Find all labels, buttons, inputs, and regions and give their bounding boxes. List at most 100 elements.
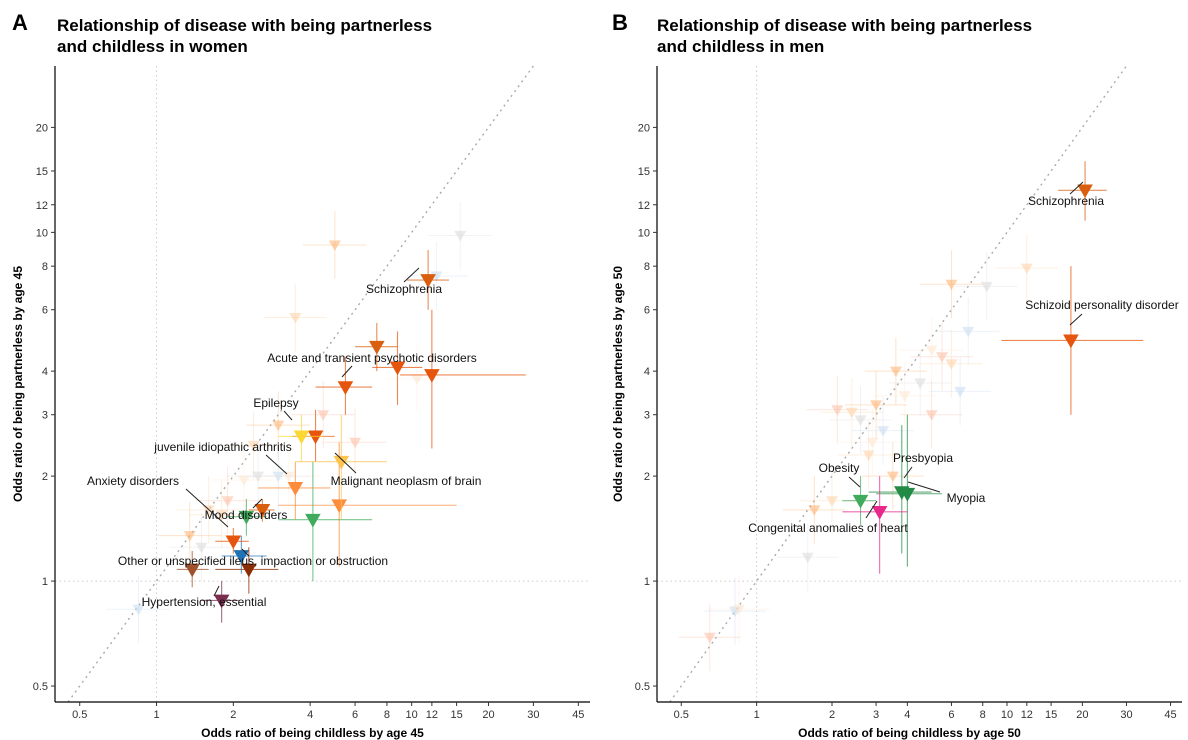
highlight-point	[368, 340, 385, 355]
background-point	[935, 352, 948, 363]
background-point	[272, 471, 285, 483]
x-tick-label: 0.5	[72, 709, 87, 721]
highlight-point	[305, 513, 321, 528]
y-tick-label: 4	[644, 366, 650, 378]
x-tick-label: 12	[1021, 709, 1033, 721]
annotation-label: Hypertension, essential	[142, 595, 267, 609]
annotation-label: Presbyopia	[893, 451, 953, 465]
highlight-point	[424, 369, 440, 383]
background-point	[289, 312, 302, 324]
annotation-label: Schizophrenia	[366, 282, 442, 296]
annotation-label: Acute and transient psychotic disorders	[267, 351, 476, 365]
annotation-label: Myopia	[947, 491, 986, 505]
y-tick-label: 15	[36, 166, 48, 178]
annotation-label: Epilepsy	[253, 396, 298, 410]
annotation-leader-line	[903, 466, 913, 479]
x-tick-label: 30	[527, 709, 539, 721]
panel-letter: A	[12, 10, 28, 35]
x-axis-label: Odds ratio of being childless by age 45	[201, 726, 424, 740]
background-point	[202, 505, 215, 516]
chart-title-line-2: and childless in men	[657, 37, 824, 56]
x-tick-label: 1	[754, 709, 760, 721]
labeled-point	[254, 504, 271, 518]
background-point	[980, 281, 993, 293]
y-axis-label: Odds ratio of being partnerless by age 4…	[11, 266, 25, 502]
annotation-leader-line	[1069, 313, 1083, 326]
annotation-leader-line	[185, 488, 229, 528]
y-tick-label: 0.5	[635, 681, 650, 693]
x-tick-label: 30	[1120, 709, 1132, 721]
background-point	[183, 531, 196, 542]
background-point	[877, 426, 890, 437]
background-point	[282, 471, 295, 483]
x-tick-label: 2	[829, 709, 835, 721]
labeled-point	[871, 505, 888, 520]
labeled-point	[225, 535, 242, 550]
y-tick-label: 10	[638, 227, 650, 239]
x-tick-label: 10	[406, 709, 418, 721]
x-tick-label: 4	[307, 709, 313, 721]
y-tick-label: 3	[42, 410, 48, 422]
x-tick-label: 8	[384, 709, 390, 721]
annotation-label: Obesity	[819, 461, 860, 475]
x-tick-label: 12	[426, 709, 438, 721]
background-point	[925, 410, 938, 421]
y-tick-label: 20	[638, 122, 650, 134]
annotation-leader-line	[241, 548, 250, 557]
annotation-label: Congenital anomalies of heart	[748, 521, 908, 535]
background-point	[808, 505, 821, 516]
annotation-label: Schizophrenia	[1028, 194, 1104, 208]
labeled-point	[337, 381, 354, 395]
background-point	[854, 415, 867, 426]
annotation-leader-line	[848, 476, 861, 488]
y-tick-label: 1	[644, 576, 650, 588]
labeled-point	[287, 482, 304, 496]
annotation-label: juvenile idiopathic arthritis	[153, 440, 291, 454]
x-tick-label: 45	[572, 709, 584, 721]
annotation-leader-line	[334, 452, 357, 474]
background-point	[1020, 263, 1033, 275]
annotation-leader-line	[907, 481, 941, 493]
labeled-point	[420, 274, 436, 288]
y-tick-label: 20	[36, 122, 48, 134]
x-tick-label: 15	[450, 709, 462, 721]
chart-title-line-2: and childless in women	[57, 37, 248, 56]
labeled-point	[852, 494, 869, 509]
background-point	[831, 405, 844, 416]
y-axis-label: Odds ratio of being partnerless by age 5…	[611, 266, 625, 502]
labeled-point	[899, 487, 916, 502]
x-tick-label: 8	[980, 709, 986, 721]
highlight-point	[307, 430, 324, 445]
background-point	[866, 437, 879, 449]
annotation-leader-line	[283, 410, 293, 421]
y-tick-label: 8	[644, 261, 650, 273]
background-point	[221, 496, 234, 507]
y-tick-label: 12	[638, 200, 650, 212]
labeled-point	[293, 430, 310, 445]
x-tick-label: 0.5	[674, 709, 689, 721]
background-point	[870, 400, 883, 411]
x-tick-label: 20	[482, 709, 494, 721]
background-point	[328, 240, 341, 252]
background-point	[925, 345, 938, 356]
labeled-point	[333, 455, 350, 470]
y-tick-label: 12	[36, 200, 48, 212]
background-point	[801, 552, 814, 564]
background-point	[914, 378, 927, 389]
panel-b: B Relationship of disease with being part…	[611, 10, 1182, 740]
annotation-leader-line	[865, 500, 878, 519]
highlight-point	[233, 550, 250, 564]
background-point	[195, 542, 208, 554]
chart-title-line-1: Relationship of disease with being partn…	[57, 16, 432, 35]
y-tick-label: 15	[638, 166, 650, 178]
background-point	[889, 366, 902, 378]
annotation-label: Mood disorders	[205, 508, 288, 522]
annotation-label: Schizoid personality disorder	[1025, 298, 1178, 312]
highlight-point	[389, 361, 406, 376]
background-point	[411, 374, 424, 385]
annotation-leader-line	[265, 454, 288, 475]
background-point	[898, 391, 911, 402]
x-tick-label: 2	[230, 709, 236, 721]
y-tick-label: 1	[42, 576, 48, 588]
